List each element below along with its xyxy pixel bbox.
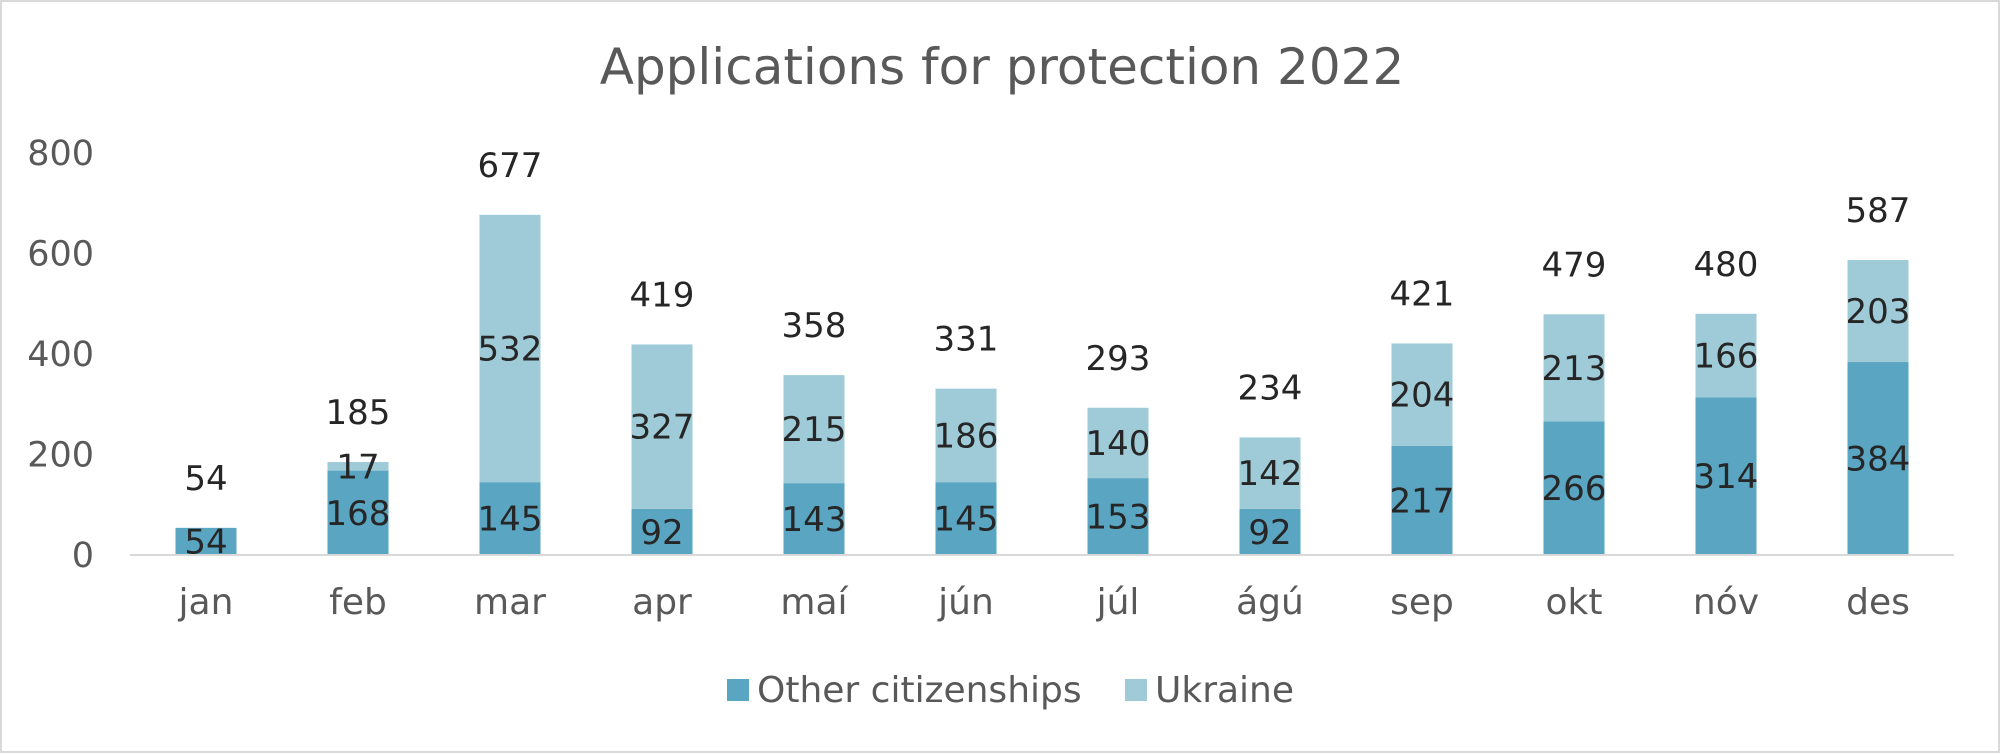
bars [175, 214, 1909, 555]
bar-segment [935, 482, 997, 555]
bar-total-label: 54 [184, 459, 227, 499]
bar-segment [631, 344, 693, 509]
bar-segment [327, 470, 389, 555]
total-labels: 54 185 677 419 358 331 293 234 421 479 480 587 [184, 146, 1910, 499]
bar-segment [1391, 343, 1453, 446]
bar-total-label: 421 [1390, 274, 1455, 314]
bar-segment-label: 92 [1248, 513, 1291, 553]
chart-title: Applications for protection 2022 [600, 38, 1405, 96]
bar-total-label: 358 [782, 306, 847, 346]
bar-total-label: 419 [630, 275, 695, 315]
bar-total-label: 480 [1694, 245, 1759, 285]
x-tick-label: des [1846, 582, 1910, 623]
bar-segment [935, 388, 997, 483]
bar-segment [783, 375, 845, 484]
bar-segment-label: 217 [1390, 481, 1455, 521]
bar-segment-label: 384 [1846, 440, 1911, 480]
bar-segment-label: 140 [1086, 424, 1151, 464]
y-tick-label: 400 [27, 335, 94, 375]
bar-segment-label: 204 [1390, 376, 1455, 416]
bar-segment [1847, 362, 1909, 555]
bar-segment-label: 145 [478, 500, 543, 540]
bar-segment-label: 327 [630, 408, 695, 448]
bar-segment-label: 143 [782, 500, 847, 540]
y-tick-label: 0 [72, 536, 94, 576]
x-tick-label: mar [474, 582, 546, 623]
segment-labels: 54 168 17 145 532 92 327 143 215 145 186 153 140 92 14… [184, 292, 1910, 562]
legend-swatch-ukraine [1125, 679, 1147, 701]
bar-segment [175, 527, 237, 555]
bar-segment-label: 266 [1542, 469, 1607, 509]
bar-segment-label: 168 [326, 494, 391, 534]
bar-segment [1087, 478, 1149, 555]
bar-segment-label: 215 [782, 410, 847, 450]
bar-segment [479, 482, 541, 555]
bar-segment [1087, 407, 1149, 479]
bar-segment [1391, 445, 1453, 555]
bar-total-label: 185 [326, 393, 391, 433]
x-tick-label: júl [1096, 582, 1140, 623]
bar-segment [1239, 508, 1301, 555]
bar-total-label: 293 [1086, 339, 1151, 379]
bar-segment [1695, 397, 1757, 555]
x-tick-label: jún [937, 582, 994, 623]
x-tick-label: maí [780, 582, 848, 623]
x-tick-label: jan [178, 582, 234, 623]
bar-segment-label: 532 [478, 329, 543, 369]
x-tick-label: apr [632, 582, 692, 623]
x-tick-label: okt [1546, 582, 1603, 623]
bar-total-label: 331 [934, 320, 999, 360]
bar-segment [783, 483, 845, 555]
y-tick-label: 800 [27, 134, 94, 174]
bar-segment-label: 142 [1238, 454, 1303, 494]
y-tick-label: 200 [27, 436, 94, 476]
bar-segment-label: 213 [1542, 349, 1607, 389]
bar-segment [631, 508, 693, 555]
bar-segment-label: 153 [1086, 498, 1151, 538]
bar-segment-label: 54 [184, 522, 227, 562]
bar-segment-label: 186 [934, 416, 999, 456]
bar-total-label: 234 [1238, 368, 1303, 408]
bar-segment-label: 145 [934, 500, 999, 540]
y-axis: 0 200 400 600 800 [27, 134, 94, 576]
bar-segment [1847, 260, 1909, 363]
x-axis: jan feb mar apr maí jún júl ágú sep okt nóv des [178, 582, 1910, 623]
bar-segment-label: 166 [1694, 337, 1759, 377]
bar-total-label: 677 [478, 146, 543, 186]
bar-segment [1239, 437, 1301, 509]
bar-segment [1543, 421, 1605, 555]
y-tick-label: 600 [27, 235, 94, 275]
bar-segment-label: 92 [640, 513, 683, 553]
legend-label-other-citizenships: Other citizenships [757, 670, 1082, 711]
bar-segment [1695, 313, 1757, 398]
bar-segment-label: 314 [1694, 457, 1759, 497]
bar-segment [1543, 314, 1605, 422]
x-tick-label: nóv [1693, 582, 1759, 623]
bar-segment-label: 17 [336, 447, 379, 487]
bar-segment-label: 203 [1846, 292, 1911, 332]
legend-label-ukraine: Ukraine [1155, 670, 1294, 711]
bar-segment [327, 462, 389, 471]
x-tick-label: sep [1390, 582, 1454, 623]
bar-segment [479, 214, 541, 483]
legend: Other citizenships Ukraine [727, 670, 1294, 711]
bar-total-label: 479 [1542, 245, 1607, 285]
bar-total-label: 587 [1846, 191, 1911, 231]
x-tick-label: feb [329, 582, 387, 623]
x-tick-label: ágú [1236, 582, 1304, 623]
legend-swatch-other-citizenships [727, 679, 749, 701]
